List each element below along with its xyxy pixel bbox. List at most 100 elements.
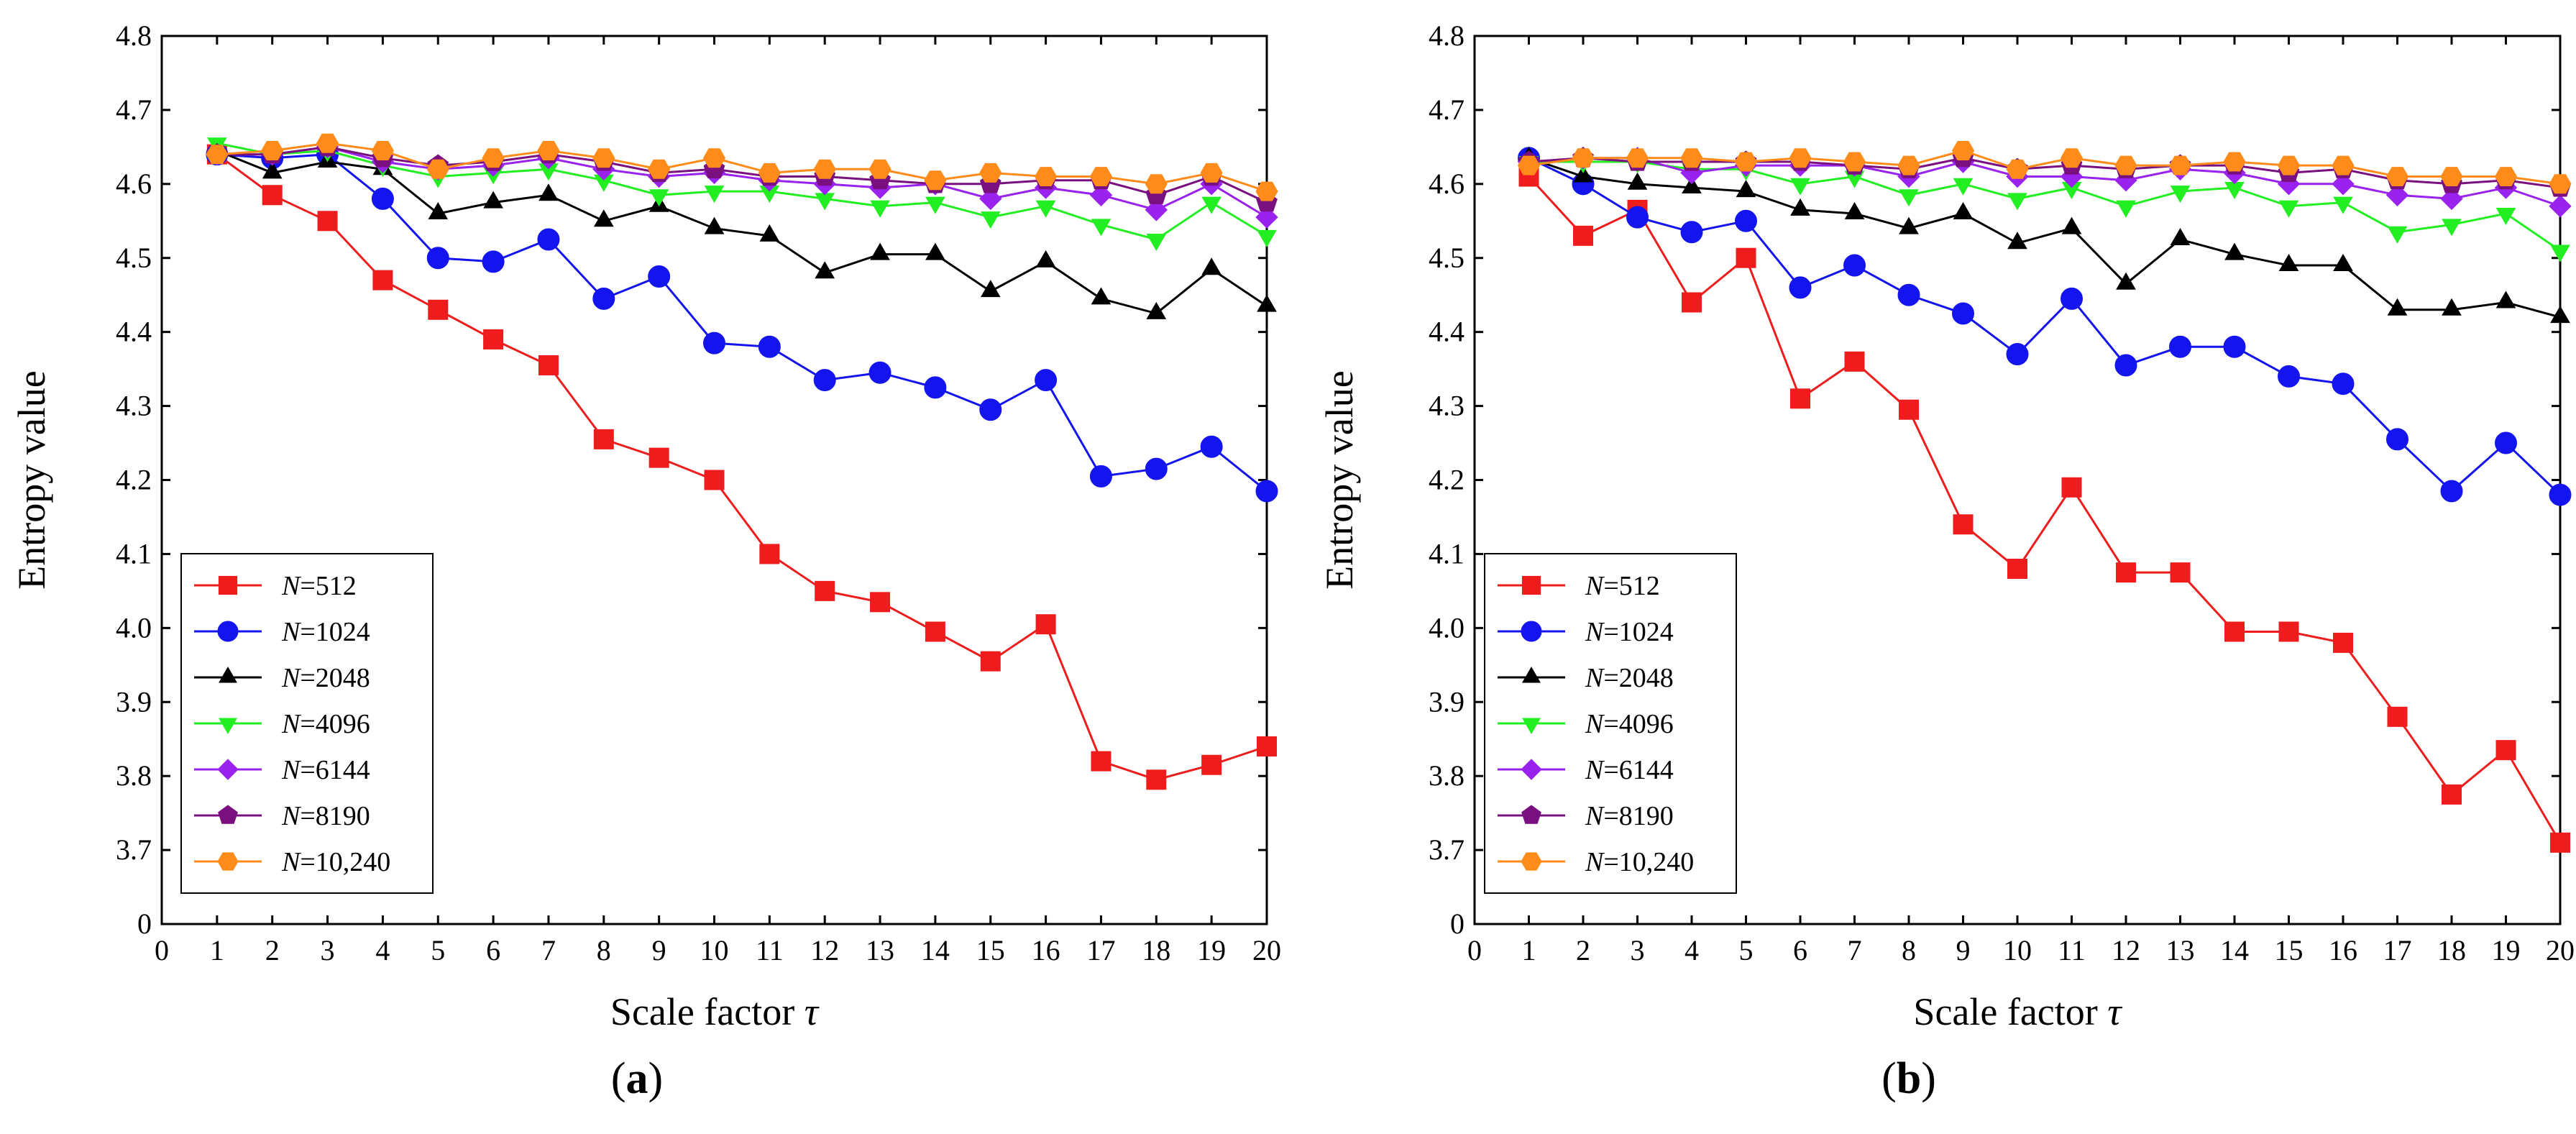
x-tick-label-a: 20 xyxy=(1252,934,1281,966)
data-point-a-1-19 xyxy=(1255,480,1278,503)
legend-marker-b-5 xyxy=(1521,805,1541,824)
data-point-b-0-6 xyxy=(1844,351,1865,372)
x-tick-label-b: 0 xyxy=(1467,934,1482,966)
y-tick-label-a: 4.1 xyxy=(116,537,152,570)
data-point-b-4-19 xyxy=(2549,194,2572,218)
data-point-a-6-14 xyxy=(979,163,1002,183)
data-point-b-2-13 xyxy=(2224,242,2245,260)
y-tick-label-a: 4.2 xyxy=(116,464,152,496)
data-point-a-0-1 xyxy=(262,185,283,206)
legend-marker-b-0 xyxy=(1521,575,1541,595)
legend-label-var-b-3: N xyxy=(1585,709,1605,739)
chart-panel-b: 0 3.7 3.8 3.9 4.0 4.1 4.2 4.3 4.4 4.5 4.6 4.7 4.8 0 1 2… xyxy=(1288,0,2575,1134)
data-point-b-2-9 xyxy=(2007,232,2027,250)
data-point-b-6-10 xyxy=(2060,148,2084,168)
data-point-b-6-12 xyxy=(2168,155,2192,175)
chart-panel-a: 0 3.7 3.8 3.9 4.0 4.1 4.2 4.3 4.4 4.5 4.6 4.7 4.8 0 1 2… xyxy=(10,19,1281,1103)
legend-label-value-a-1: =1024 xyxy=(300,617,370,647)
data-point-b-2-7 xyxy=(1899,216,1919,234)
y-axis-title-b: Entropy value xyxy=(1318,370,1361,589)
data-point-b-2-1 xyxy=(1573,165,1593,183)
data-point-b-2-12 xyxy=(2170,228,2191,245)
data-point-b-1-8 xyxy=(1952,302,1974,325)
data-point-a-2-11 xyxy=(815,261,835,279)
data-point-a-6-0 xyxy=(206,145,229,165)
data-point-b-3-8 xyxy=(1953,178,1974,196)
data-point-a-6-5 xyxy=(482,148,505,168)
y-tick-label-a: 4.0 xyxy=(116,611,152,644)
data-point-b-3-14 xyxy=(2278,200,2299,218)
data-point-b-0-19 xyxy=(2550,832,2570,853)
data-point-b-0-13 xyxy=(2224,621,2245,642)
legend-a: N=512N=1024N=2048N=4096N=6144N=8190N=10,… xyxy=(180,553,434,894)
data-point-b-3-15 xyxy=(2333,196,2353,214)
data-point-b-6-16 xyxy=(2385,167,2409,186)
data-point-a-0-10 xyxy=(759,544,780,564)
data-point-b-4-15 xyxy=(2332,173,2355,196)
data-point-b-2-17 xyxy=(2442,298,2462,316)
y-tick-label-b: 4.3 xyxy=(1429,390,1465,422)
legend-label-var-b-5: N xyxy=(1585,801,1605,831)
data-point-a-6-4 xyxy=(426,159,449,179)
data-point-b-6-3 xyxy=(1680,148,1703,168)
legend-label-value-b-6: =10,240 xyxy=(1603,847,1694,877)
legend-label-value-b-5: =8190 xyxy=(1603,801,1673,831)
data-point-b-1-16 xyxy=(2386,428,2408,451)
y-tick-label-b: 4.6 xyxy=(1429,168,1465,200)
legend-b: N=512N=1024N=2048N=4096N=6144N=8190N=10,… xyxy=(1484,553,1737,894)
data-point-b-6-6 xyxy=(1843,152,1866,172)
legend-label-b-0: N=512 xyxy=(1585,571,1660,601)
legend-label-var-a-4: N xyxy=(281,755,302,785)
legend-label-value-a-4: =6144 xyxy=(300,755,370,785)
x-tick-label-b: 2 xyxy=(1576,934,1590,966)
data-point-a-0-3 xyxy=(372,270,393,291)
x-tick-label-a: 15 xyxy=(976,934,1005,966)
x-tick-label-a: 13 xyxy=(866,934,894,966)
x-tick-label-b: 1 xyxy=(1522,934,1536,966)
x-tick-label-a: 18 xyxy=(1142,934,1170,966)
data-point-b-1-19 xyxy=(2549,483,2572,506)
data-point-a-1-9 xyxy=(703,331,725,355)
data-point-a-2-1 xyxy=(262,161,283,179)
x-tick-label-b: 8 xyxy=(1902,934,1916,966)
data-point-b-2-3 xyxy=(1682,176,1702,193)
data-point-a-6-6 xyxy=(537,141,560,160)
panel-label-a: (a) xyxy=(610,1054,664,1103)
y-tick-label-b: 4.8 xyxy=(1429,19,1465,52)
legend-label-a-0: N=512 xyxy=(281,571,357,601)
data-point-a-6-18 xyxy=(1200,163,1223,183)
data-point-a-6-16 xyxy=(1089,167,1113,186)
data-point-b-1-2 xyxy=(1626,206,1649,229)
data-point-b-3-9 xyxy=(2007,193,2027,211)
series-line-b-2 xyxy=(1528,157,2561,319)
legend-marker-b-2 xyxy=(1522,666,1541,683)
x-tick-label-a: 5 xyxy=(431,934,445,966)
data-point-b-6-19 xyxy=(2549,174,2572,194)
x-tick-label-b: 17 xyxy=(2383,934,2412,966)
data-point-a-2-12 xyxy=(870,242,890,260)
y-tick-label-b: 0 xyxy=(1450,907,1465,940)
legend-label-var-a-0: N xyxy=(281,571,302,601)
y-tick-label-a: 4.6 xyxy=(116,168,152,200)
data-point-a-1-15 xyxy=(1035,369,1058,392)
data-point-b-0-7 xyxy=(1899,399,1919,420)
data-point-b-2-16 xyxy=(2387,298,2408,316)
data-point-a-0-8 xyxy=(648,447,669,468)
legend-label-a-4: N=6144 xyxy=(281,755,370,785)
series-line-a-1 xyxy=(216,153,1268,493)
x-axis-title-symbol-b: τ xyxy=(2107,990,2122,1033)
data-point-b-3-12 xyxy=(2170,186,2191,204)
x-tick-label-b: 7 xyxy=(1848,934,1862,966)
legend-label-b-4: N=6144 xyxy=(1585,755,1674,785)
x-tick-label-b: 4 xyxy=(1685,934,1699,966)
x-tick-label-a: 1 xyxy=(210,934,224,966)
y-axis-title-a: Entropy value xyxy=(10,370,53,589)
data-point-b-3-17 xyxy=(2442,219,2462,237)
data-point-b-4-17 xyxy=(2440,187,2463,211)
legend-marker-a-4 xyxy=(217,759,239,780)
x-tick-label-a: 7 xyxy=(541,934,556,966)
data-point-b-1-5 xyxy=(1789,276,1812,299)
data-point-a-4-16 xyxy=(1089,183,1113,207)
data-point-b-0-11 xyxy=(2116,562,2136,583)
x-tick-label-a: 4 xyxy=(375,934,390,966)
